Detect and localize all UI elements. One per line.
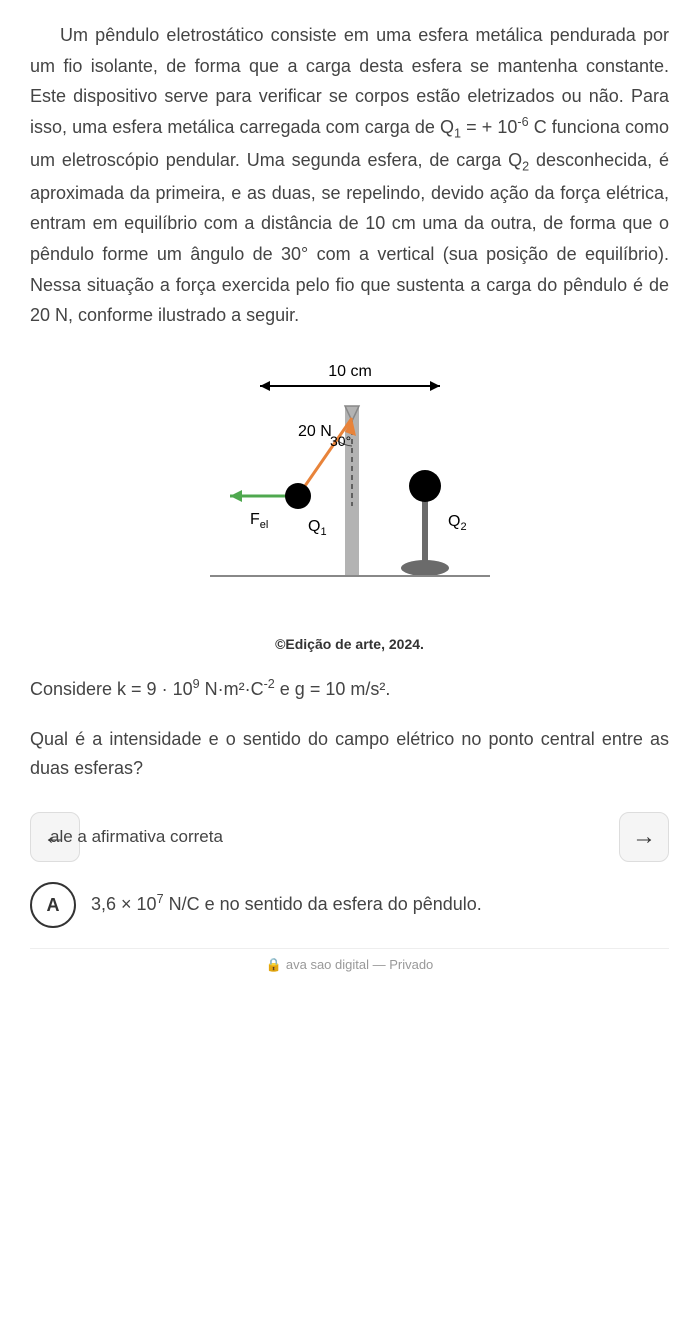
question-text-2: = + 10 (461, 117, 517, 137)
q2-label: Q2 (448, 513, 467, 533)
angle-label: 30° (330, 433, 351, 449)
question-text-4: desconhecida, é aproximada da primeira, … (30, 150, 669, 325)
diagram-caption: ©Edição de arte, 2024. (30, 636, 669, 652)
question-sup-1: -6 (517, 115, 528, 129)
consider-sup2: -2 (264, 677, 275, 691)
lock-icon: 🔒 (266, 957, 282, 973)
question-paragraph: Um pêndulo eletrostático consiste em uma… (30, 20, 669, 331)
footer-label: ava sao digital — Privado (286, 957, 433, 972)
consider-sup1: 9 (193, 677, 200, 691)
nav-label: ale a afirmativa correta (50, 827, 619, 847)
distance-label: 10 cm (328, 363, 372, 380)
footer: 🔒 ava sao digital — Privado (30, 948, 669, 973)
consider-part1: Considere k = 9 · 10 (30, 679, 193, 699)
q1-label: Q1 (308, 518, 327, 538)
consider-part3: e g = 10 m/s². (275, 679, 391, 699)
pendulum-diagram: 10 cm 30° 20 N Fel Q1 Q2 (190, 356, 510, 616)
question-sub-1: 1 (454, 126, 461, 140)
diagram-container: 10 cm 30° 20 N Fel Q1 Q2 (30, 356, 669, 616)
arrow-right-icon: → (632, 823, 656, 851)
answer-option-a[interactable]: A 3,6 × 107 N/C e no sentido da esfera d… (30, 882, 669, 928)
consider-part2: N·m²·C (200, 679, 264, 699)
next-button[interactable]: → (619, 812, 669, 862)
answer-letter: A (30, 882, 76, 928)
answer-text-2: N/C e no sentido da esfera do pêndulo. (164, 894, 482, 914)
question-prompt: Qual é a intensidade e o sentido do camp… (30, 725, 669, 783)
answer-text-1: 3,6 × 10 (91, 894, 157, 914)
force-label: Fel (250, 511, 268, 531)
tension-label: 20 N (298, 423, 332, 440)
answer-text: 3,6 × 107 N/C e no sentido da esfera do … (91, 882, 482, 918)
nav-row: ← ale a afirmativa correta → (30, 812, 669, 862)
answer-sup: 7 (157, 892, 164, 906)
consider-text: Considere k = 9 · 109 N·m²·C-2 e g = 10 … (30, 677, 669, 700)
